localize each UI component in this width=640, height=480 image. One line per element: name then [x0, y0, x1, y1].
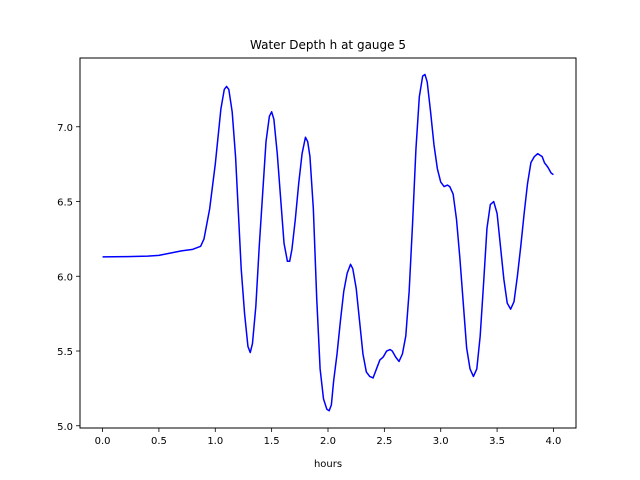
- x-tick-label: 3.5: [489, 436, 505, 447]
- x-tick-label: 1.0: [207, 436, 223, 447]
- y-tick-label: 6.5: [57, 198, 73, 209]
- x-tick-label: 2.5: [376, 436, 392, 447]
- x-tick-label: 4.0: [546, 436, 562, 447]
- plot-area: [102, 73, 554, 412]
- y-axis: 5.0 5.5 6.0 6.5 7.0: [57, 123, 80, 433]
- chart-title: Water Depth h at gauge 5: [250, 38, 406, 52]
- x-tick-label: 0.0: [95, 436, 111, 447]
- y-tick-label: 5.5: [57, 347, 73, 358]
- x-tick-label: 2.0: [320, 436, 336, 447]
- x-tick-label: 1.5: [264, 436, 280, 447]
- y-tick-label: 5.0: [57, 422, 73, 433]
- x-tick-label: 3.0: [433, 436, 449, 447]
- y-tick-label: 6.0: [57, 272, 73, 283]
- x-axis: 0.0 0.5 1.0 1.5 2.0 2.5 3.0 3.5 4.0: [95, 428, 562, 447]
- y-tick-label: 7.0: [57, 123, 73, 134]
- axes-frame: [79, 57, 577, 429]
- x-axis-label: hours: [314, 459, 342, 470]
- series-line-0: [102, 73, 554, 412]
- x-tick-label: 0.5: [151, 436, 167, 447]
